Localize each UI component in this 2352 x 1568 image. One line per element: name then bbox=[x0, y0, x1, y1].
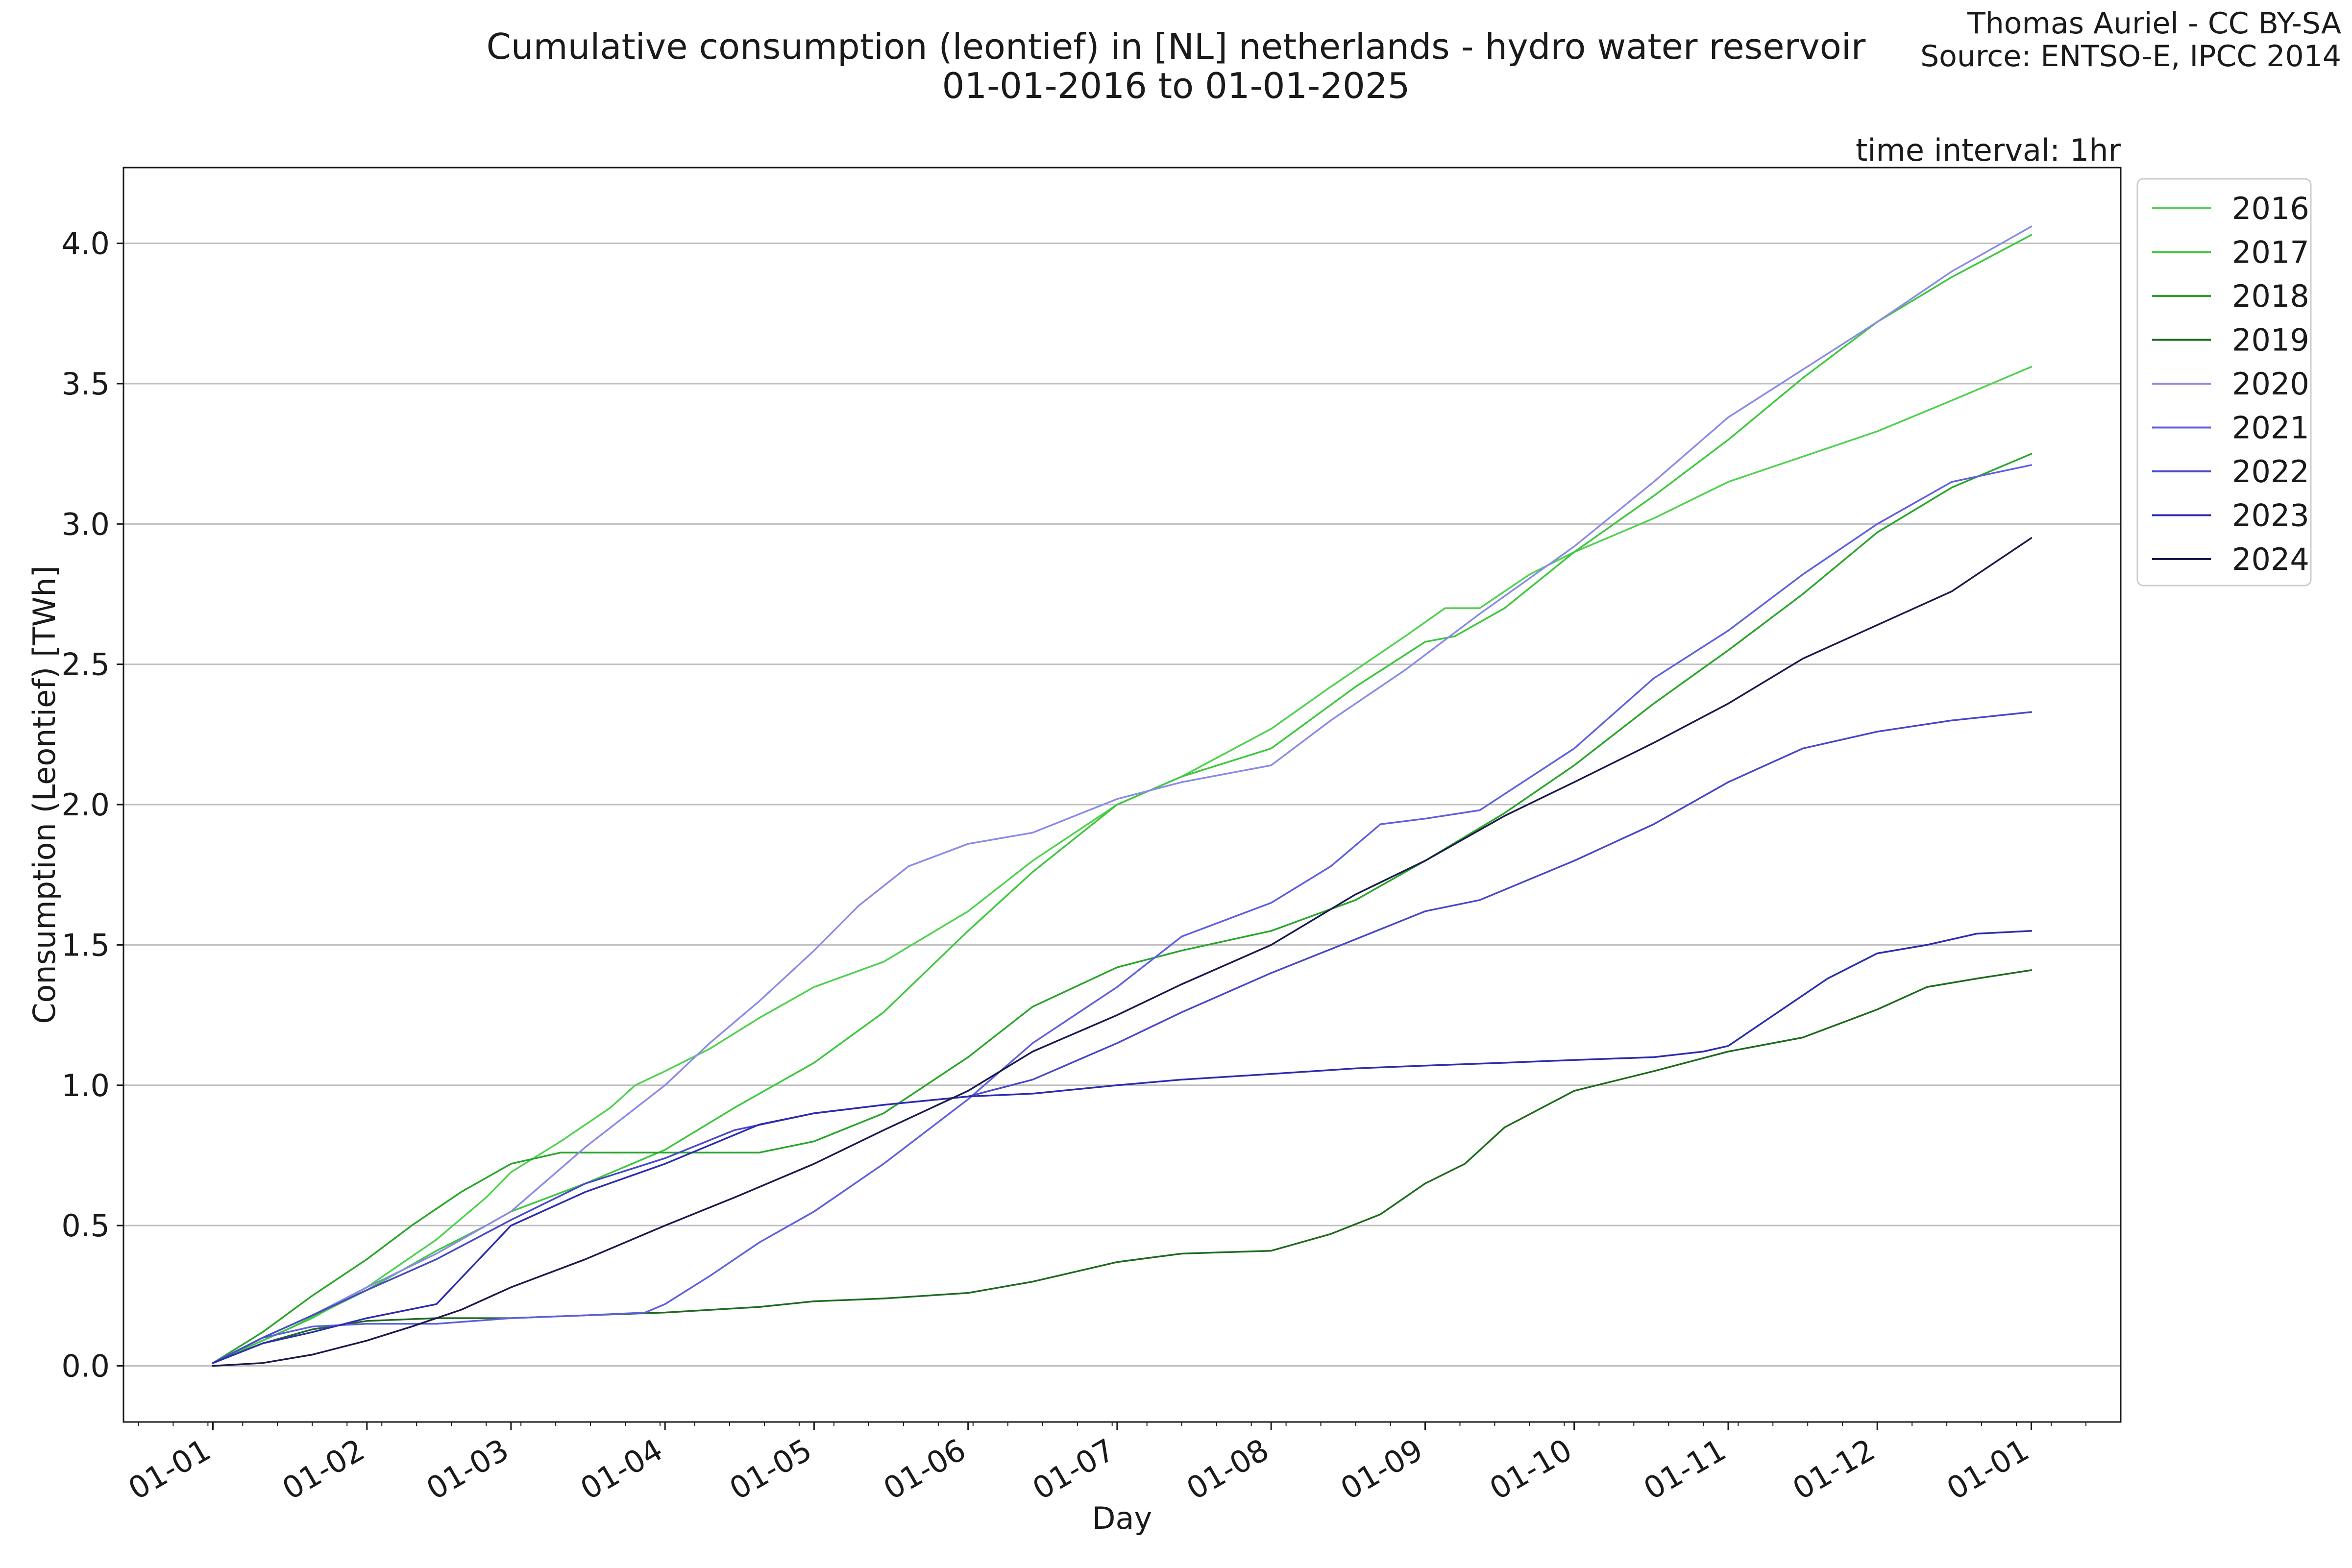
y-tick-label: 2.5 bbox=[61, 647, 110, 683]
chart-subtitle: 01-01-2016 to 01-01-2025 bbox=[942, 65, 1410, 106]
legend-label-2024: 2024 bbox=[2232, 541, 2309, 577]
chart-title: Cumulative consumption (leontief) in [NL… bbox=[487, 26, 1866, 67]
y-axis-label: Consumption (Leontief) [TWh] bbox=[26, 565, 62, 1024]
y-tick-label: 3.0 bbox=[61, 506, 110, 542]
legend-label-2016: 2016 bbox=[2232, 191, 2309, 226]
x-tick-label: 01-07 bbox=[1027, 1432, 1121, 1507]
series-line-2021 bbox=[212, 464, 2033, 1364]
legend-label-2021: 2021 bbox=[2232, 410, 2309, 446]
legend-label-2017: 2017 bbox=[2232, 235, 2309, 270]
series-line-2023 bbox=[212, 930, 2033, 1364]
x-tick-label: 01-06 bbox=[878, 1432, 972, 1507]
legend-box bbox=[2136, 178, 2312, 587]
x-tick-label: 01-04 bbox=[574, 1432, 669, 1507]
x-axis-label: Day bbox=[1092, 1500, 1152, 1536]
credit-author: Thomas Auriel - CC BY-SA bbox=[1967, 6, 2341, 41]
series-line-2017 bbox=[212, 234, 2033, 1364]
x-tick-label: 01-01 bbox=[1940, 1432, 2035, 1507]
y-tick-label: 3.5 bbox=[61, 366, 110, 402]
grid bbox=[123, 243, 2121, 1367]
x-tick-label: 01-02 bbox=[276, 1432, 371, 1507]
legend-label-2022: 2022 bbox=[2232, 454, 2309, 490]
y-tick-label: 0.5 bbox=[61, 1208, 110, 1244]
x-tick-label: 01-09 bbox=[1334, 1432, 1429, 1507]
series-line-2018 bbox=[212, 453, 2033, 1364]
y-tick-label: 1.5 bbox=[61, 927, 110, 963]
y-tick-label: 2.0 bbox=[61, 787, 110, 823]
series-line-2016 bbox=[212, 366, 2033, 1364]
legend-label-2020: 2020 bbox=[2232, 366, 2309, 402]
y-tick-label: 4.0 bbox=[61, 226, 110, 262]
credit-source: Source: ENTSO-E, IPCC 2014 bbox=[1920, 39, 2341, 74]
series-line-2024 bbox=[212, 537, 2033, 1367]
x-tick-label: 01-01 bbox=[122, 1432, 217, 1507]
series-group bbox=[212, 225, 2033, 1367]
legend-label-2023: 2023 bbox=[2232, 498, 2309, 534]
y-tick-label: 0.0 bbox=[61, 1348, 110, 1384]
plot-frame bbox=[122, 167, 2122, 1423]
series-line-2020 bbox=[212, 225, 2033, 1364]
x-tick-label: 01-05 bbox=[723, 1432, 818, 1507]
time-interval-annotation: time interval: 1hr bbox=[1856, 132, 2121, 168]
y-axis: 0.0 0.5 1.0 1.5 2.0 2.5 3.0 3.5 4.0 bbox=[61, 226, 123, 1384]
legend-label-2018: 2018 bbox=[2232, 278, 2309, 314]
series-line-2019 bbox=[212, 969, 2033, 1364]
y-tick-label: 1.0 bbox=[61, 1068, 110, 1103]
series-line-2022 bbox=[212, 711, 2033, 1364]
legend: 2016 2017 2018 2019 2020 2021 2022 2023 2024 bbox=[2136, 178, 2312, 587]
x-tick-label: 01-10 bbox=[1484, 1432, 1578, 1507]
x-tick-label: 01-11 bbox=[1638, 1432, 1732, 1507]
x-tick-label: 01-12 bbox=[1787, 1432, 1881, 1507]
legend-label-2019: 2019 bbox=[2232, 322, 2309, 358]
x-tick-label: 01-08 bbox=[1180, 1432, 1275, 1507]
x-axis: 01-01 01-02 01-03 01-04 01-05 01-06 01-07 01-08… bbox=[122, 1422, 2087, 1507]
x-tick-label: 01-03 bbox=[420, 1432, 515, 1507]
